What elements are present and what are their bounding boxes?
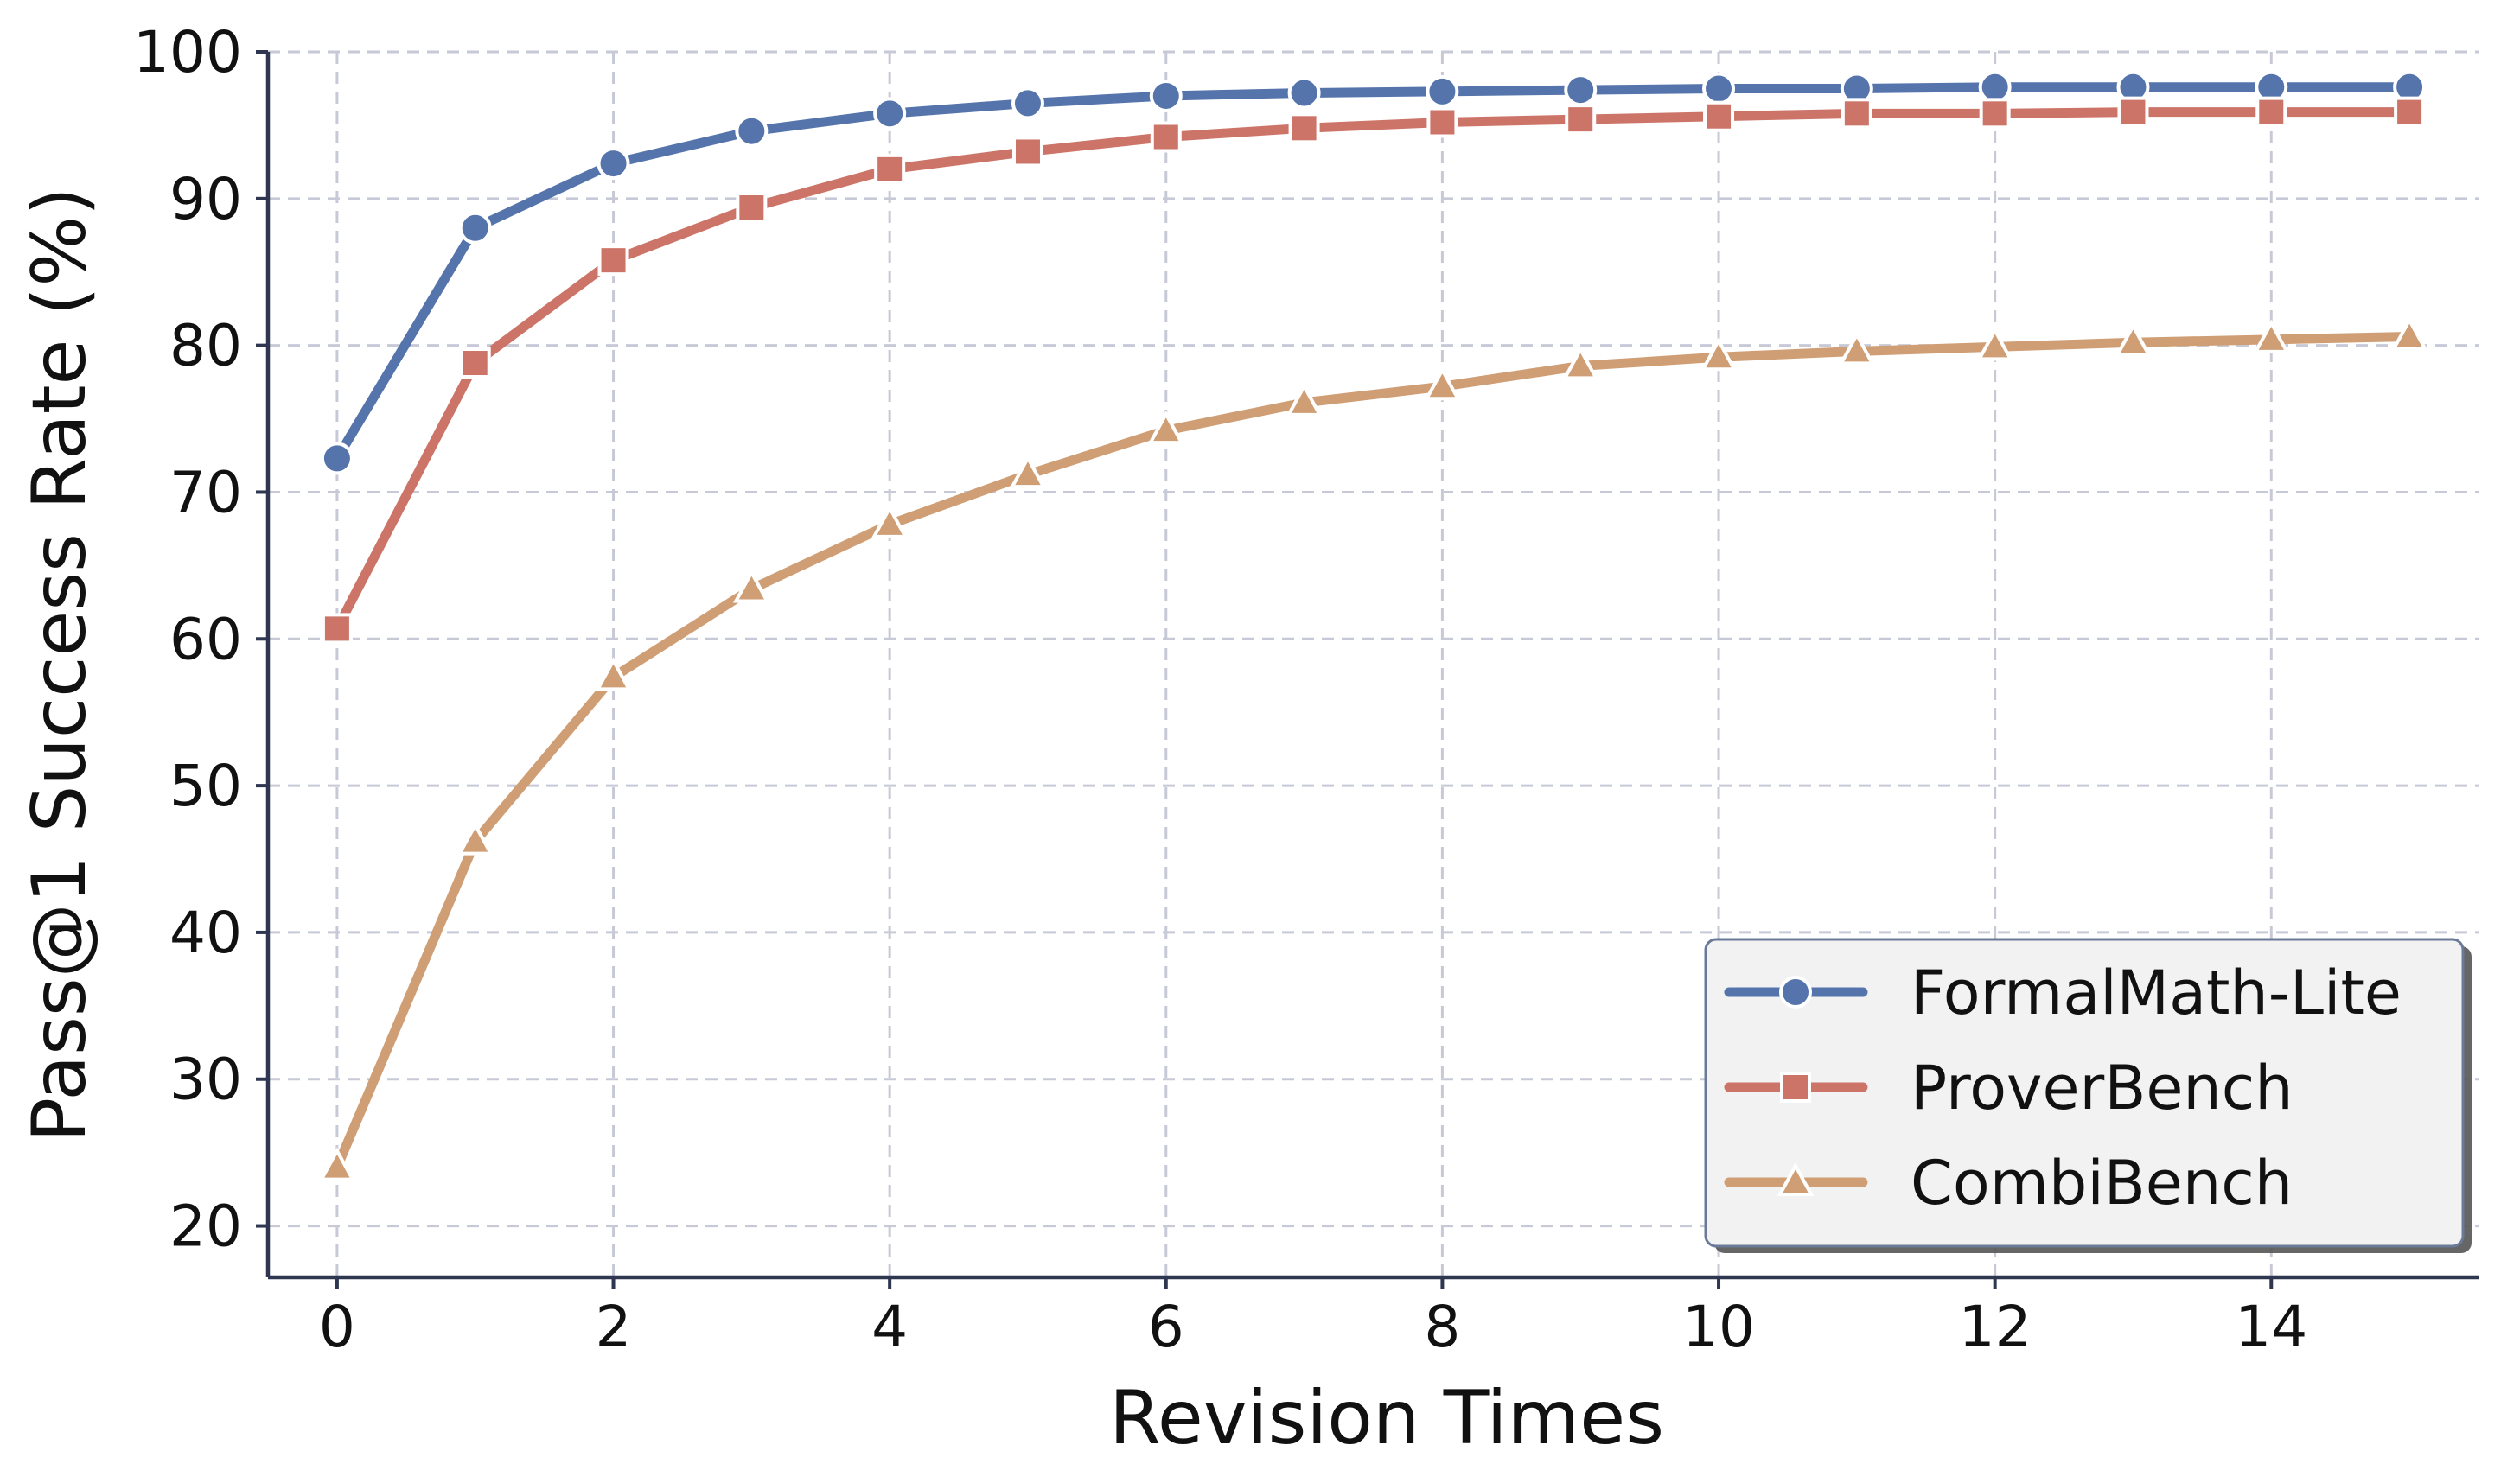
data-point-combibench <box>1147 410 1185 445</box>
axes <box>256 50 2479 1289</box>
y-tick-label: 70 <box>169 459 242 525</box>
series-line-proverbench <box>332 107 2415 633</box>
data-point-formalmath-lite <box>1287 76 1321 110</box>
series-line-formalmath-lite <box>332 82 2415 463</box>
data-point-formalmath-lite <box>735 114 769 148</box>
y-tick-label: 20 <box>169 1193 242 1260</box>
y-axis-title: Pass@1 Success Rate (%) <box>16 187 103 1142</box>
data-point-formalmath-lite <box>320 442 354 475</box>
data-point-combibench <box>1009 454 1047 489</box>
tick-labels: 0 2 4 6 8 10 12 14 20 30 40 50 60 70 80 90 100 <box>133 19 2307 1360</box>
data-point-combibench <box>1976 327 2014 361</box>
data-point-formalmath-lite <box>1149 79 1183 112</box>
data-point-proverbench <box>2394 96 2426 128</box>
legend-swatch-marker <box>1779 976 1812 1009</box>
y-tick-label: 100 <box>133 19 242 86</box>
data-point-combibench <box>2390 316 2428 351</box>
legend-box <box>1704 938 2465 1248</box>
legend: FormalMath-Lite ProverBench CombiBench <box>1704 938 2472 1253</box>
data-point-formalmath-lite <box>1426 74 1459 108</box>
data-point-formalmath-lite <box>1564 73 1598 107</box>
data-point-proverbench <box>321 613 353 645</box>
x-tick-label: 8 <box>1424 1294 1460 1360</box>
data-point-combibench <box>2252 319 2290 353</box>
data-point-proverbench <box>874 153 906 185</box>
y-tick-label: 50 <box>169 753 242 819</box>
legend-entry-combibench: CombiBench <box>1724 1148 2293 1219</box>
data-point-combibench <box>1561 346 1599 380</box>
legend-label: CombiBench <box>1911 1148 2293 1219</box>
series-line-combibench <box>332 331 2415 1173</box>
legend-swatch-marker <box>1780 1072 1811 1103</box>
legend-entry-proverbench: ProverBench <box>1724 1053 2294 1123</box>
data-point-formalmath-lite <box>597 147 630 181</box>
data-point-proverbench <box>736 192 768 224</box>
data-point-formalmath-lite <box>873 97 907 130</box>
x-axis-title: Revision Times <box>1109 1375 1664 1461</box>
y-tick-label: 30 <box>169 1047 242 1113</box>
data-point-formalmath-lite <box>1978 70 2012 104</box>
data-point-combibench <box>456 821 494 856</box>
x-tick-label: 4 <box>871 1294 908 1360</box>
x-tick-label: 10 <box>1682 1294 1755 1360</box>
x-tick-label: 6 <box>1148 1294 1184 1360</box>
data-point-proverbench <box>1979 98 2011 130</box>
data-point-combibench <box>1838 331 1876 366</box>
data-point-combibench <box>1700 337 1738 372</box>
y-tick-label: 40 <box>169 900 242 966</box>
data-point-proverbench <box>1703 100 1735 132</box>
data-point-combibench <box>2115 322 2152 357</box>
data-point-combibench <box>871 504 909 538</box>
x-tick-label: 2 <box>596 1294 632 1360</box>
y-tick-label: 60 <box>169 606 242 672</box>
data-point-proverbench <box>1565 104 1597 136</box>
legend-entries: FormalMath-Lite ProverBench CombiBench <box>1724 958 2402 1219</box>
series-lines <box>318 70 2428 1181</box>
legend-swatch-marker <box>1777 1162 1815 1196</box>
data-point-proverbench <box>1011 136 1043 168</box>
data-point-formalmath-lite <box>458 211 492 245</box>
legend-label: FormalMath-Lite <box>1911 958 2402 1028</box>
legend-label: ProverBench <box>1911 1053 2294 1123</box>
series-formalmath-lite <box>320 70 2427 475</box>
y-tick-label: 80 <box>169 313 242 379</box>
data-point-combibench <box>595 657 632 691</box>
data-point-combibench <box>318 1147 356 1181</box>
data-point-proverbench <box>1288 112 1320 144</box>
data-point-formalmath-lite <box>1011 86 1044 120</box>
y-tick-label: 90 <box>169 166 242 232</box>
data-point-proverbench <box>459 347 491 379</box>
x-tick-label: 0 <box>319 1294 355 1360</box>
data-point-proverbench <box>2255 96 2287 128</box>
series-proverbench <box>321 96 2426 645</box>
data-point-combibench <box>732 569 770 603</box>
data-point-proverbench <box>1841 98 1872 130</box>
data-point-proverbench <box>597 245 629 277</box>
x-tick-label: 14 <box>2235 1294 2307 1360</box>
data-point-proverbench <box>1150 121 1182 153</box>
data-point-proverbench <box>2117 96 2149 128</box>
data-point-combibench <box>1424 366 1461 401</box>
data-point-combibench <box>1286 382 1323 417</box>
x-tick-label: 12 <box>1959 1294 2032 1360</box>
series-combibench <box>318 316 2428 1181</box>
data-point-proverbench <box>1426 106 1458 138</box>
legend-entry-formalmath-lite: FormalMath-Lite <box>1724 958 2402 1028</box>
data-point-formalmath-lite <box>1702 72 1736 105</box>
